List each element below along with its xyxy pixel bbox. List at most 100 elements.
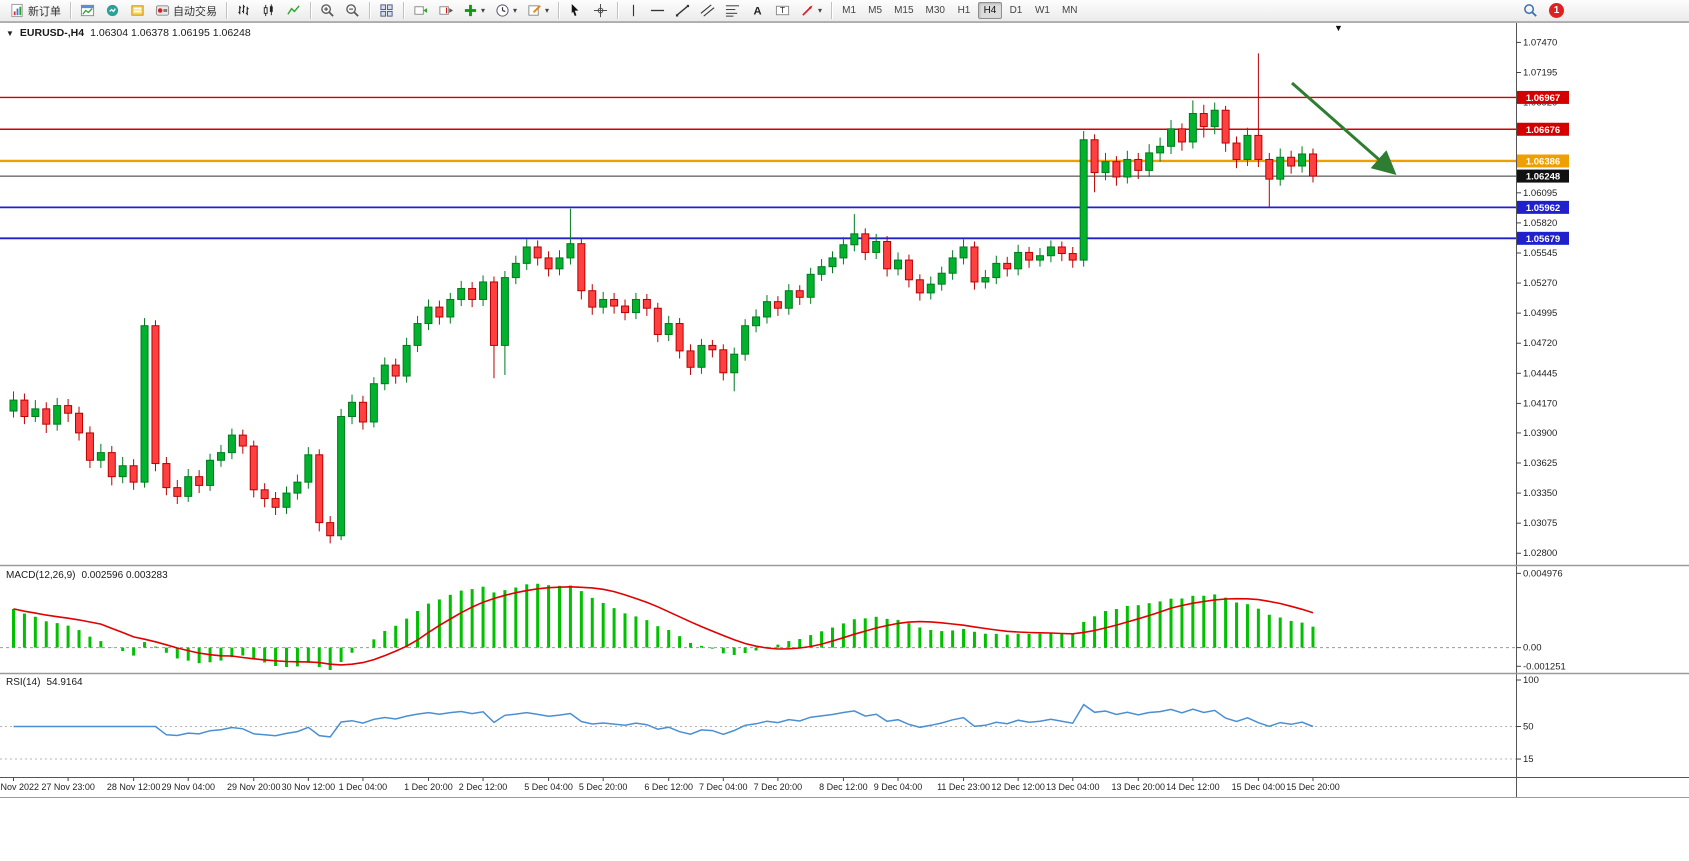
dropdown-caret-icon: ▾ (481, 5, 486, 15)
tile-windows-button[interactable] (375, 1, 398, 20)
svg-text:1.05820: 1.05820 (1523, 218, 1557, 229)
price-tag (1517, 90, 1569, 104)
svg-text:9 Dec 04:00: 9 Dec 04:00 (874, 782, 923, 792)
svg-text:13 Dec 20:00: 13 Dec 20:00 (1111, 782, 1165, 792)
bar-chart-button[interactable] (232, 1, 255, 20)
indicators-icon (464, 4, 477, 17)
chart-shift-button[interactable] (434, 1, 457, 20)
svg-text:27 Nov 23:00: 27 Nov 23:00 (41, 782, 95, 792)
candlestick-chart-button[interactable] (257, 1, 280, 20)
macd-panel[interactable]: 0.004976 0.00 -0.001251 (0, 568, 1566, 672)
trendline-icon (675, 4, 690, 17)
autotrading-icon (155, 5, 170, 16)
candles[interactable] (9, 53, 1317, 544)
svg-text:29 Nov 20:00: 29 Nov 20:00 (227, 782, 281, 792)
ohlc-values: 1.06304 1.06378 1.06195 1.06248 (90, 27, 251, 39)
chart-shift-icon (439, 6, 453, 15)
svg-text:8 Dec 12:00: 8 Dec 12:00 (819, 782, 868, 792)
svg-text:1.05679: 1.05679 (1526, 234, 1560, 245)
new-order-button[interactable]: 新订单 (6, 1, 65, 20)
zoom-in-button[interactable] (316, 1, 339, 20)
svg-text:1.07470: 1.07470 (1523, 37, 1557, 48)
separator (310, 2, 311, 19)
separator (558, 2, 560, 19)
timeframe-d1-button[interactable]: D1 (1004, 2, 1028, 19)
autotrading-label: 自动交易 (173, 5, 217, 18)
svg-text:1.04170: 1.04170 (1523, 398, 1557, 409)
text-label-button[interactable]: T (771, 1, 794, 20)
timeframe-mn-button[interactable]: MN (1057, 2, 1083, 19)
search-icon (1524, 4, 1537, 17)
market-watch-button[interactable] (101, 1, 124, 20)
svg-text:15 Dec 04:00: 15 Dec 04:00 (1232, 782, 1286, 792)
zoom-out-button[interactable] (341, 1, 364, 20)
candlestick-chart-icon (263, 4, 273, 17)
svg-text:1.03075: 1.03075 (1523, 518, 1557, 529)
notification-badge[interactable]: 1 (1549, 3, 1564, 18)
timeframe-h1-button[interactable]: H1 (952, 2, 976, 19)
rsi-panel-splitter[interactable] (0, 671, 1689, 675)
svg-text:1.03350: 1.03350 (1523, 488, 1557, 499)
time-axis-splitter[interactable] (0, 775, 1689, 779)
chart-header: ▼ EURUSD-,H4 1.06304 1.06378 1.06195 1.0… (6, 27, 251, 39)
text-button[interactable]: A (746, 1, 769, 20)
ohlc-toggle-icon[interactable]: ▼ (6, 28, 14, 38)
timeframe-h4-button[interactable]: H4 (977, 2, 1002, 19)
auto-scroll-button[interactable] (409, 1, 432, 20)
bar-chart-icon (238, 4, 249, 16)
trendline-button[interactable] (671, 1, 694, 20)
fibonacci-button[interactable] (721, 1, 744, 20)
price-tag (1517, 169, 1569, 183)
price-axis[interactable]: 1.074701.071951.069201.066451.063701.060… (1516, 37, 1557, 559)
text-label-icon: T (775, 5, 790, 16)
svg-text:5 Dec 20:00: 5 Dec 20:00 (579, 782, 628, 792)
dropdown-caret-icon: ▾ (545, 5, 550, 15)
svg-text:15: 15 (1523, 754, 1534, 765)
price-tag (1517, 231, 1569, 245)
svg-text:25 Nov 2022: 25 Nov 2022 (0, 782, 39, 792)
timeframe-w1-button[interactable]: W1 (1030, 2, 1055, 19)
svg-text:30 Nov 12:00: 30 Nov 12:00 (282, 782, 336, 792)
navigator-icon (131, 5, 144, 16)
price-tag (1517, 200, 1569, 214)
rsi-panel[interactable]: 100 50 15 (0, 675, 1539, 765)
vertical-line-icon (632, 4, 635, 17)
navigator-button[interactable] (126, 1, 149, 20)
timeframe-m30-button[interactable]: M30 (921, 2, 950, 19)
periods-button[interactable]: ▾ (491, 1, 521, 20)
svg-text:1.06095: 1.06095 (1523, 188, 1557, 199)
horizontal-level-lines[interactable] (0, 96, 1516, 240)
autotrading-button[interactable]: 自动交易 (151, 1, 221, 20)
horizontal-line-button[interactable] (646, 1, 669, 20)
svg-text:1.04720: 1.04720 (1523, 338, 1557, 349)
vertical-line-button[interactable] (623, 1, 644, 20)
search-button[interactable] (1519, 1, 1542, 20)
tile-windows-icon (380, 4, 393, 17)
indicators-button[interactable]: ▾ (459, 1, 489, 20)
trend-annotation-arrow[interactable] (1291, 81, 1397, 175)
svg-text:13 Dec 04:00: 13 Dec 04:00 (1046, 782, 1100, 792)
crosshair-button[interactable] (589, 1, 612, 20)
main-toolbar: 新订单 自动交易 (0, 0, 1689, 22)
svg-text:14 Dec 12:00: 14 Dec 12:00 (1166, 782, 1220, 792)
templates-button[interactable]: ▾ (523, 1, 553, 20)
svg-text:15 Dec 20:00: 15 Dec 20:00 (1286, 782, 1340, 792)
macd-panel-splitter[interactable] (0, 564, 1689, 568)
timeframe-m15-button[interactable]: M15 (889, 2, 918, 19)
svg-text:11 Dec 23:00: 11 Dec 23:00 (937, 782, 990, 792)
chart-shift-marker-icon[interactable]: ▼ (1334, 23, 1343, 33)
new-chart-button[interactable] (76, 1, 99, 20)
timeframe-m5-button[interactable]: M5 (863, 2, 887, 19)
line-chart-button[interactable] (282, 1, 305, 20)
arrows-tool-button[interactable]: ▾ (796, 1, 826, 20)
dropdown-caret-icon: ▾ (513, 5, 518, 15)
cursor-button[interactable] (564, 1, 587, 20)
price-tag (1517, 122, 1569, 136)
svg-text:A: A (753, 6, 761, 18)
equidistant-channel-button[interactable] (696, 1, 719, 20)
timeframe-m1-button[interactable]: M1 (837, 2, 861, 19)
clock-icon (496, 4, 509, 17)
svg-text:29 Nov 04:00: 29 Nov 04:00 (161, 782, 215, 792)
